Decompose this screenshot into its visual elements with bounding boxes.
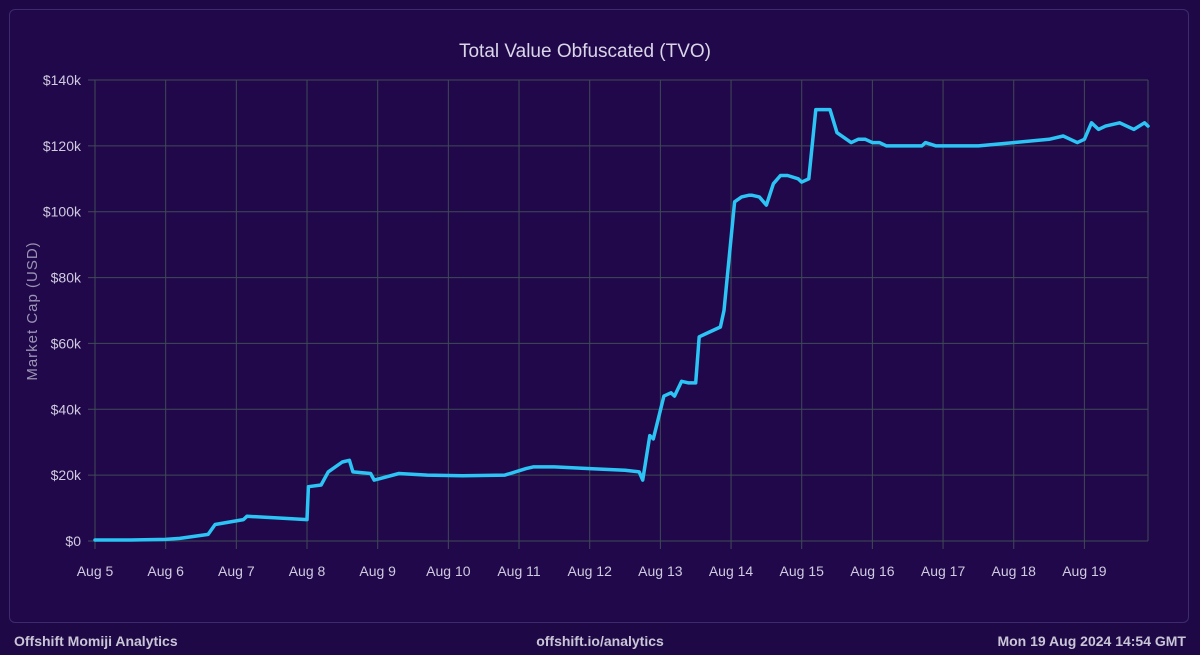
- chart-panel: [9, 9, 1189, 623]
- x-tick-label: Aug 13: [638, 563, 683, 579]
- y-tick-label: $120k: [43, 138, 82, 154]
- y-tick-label: $0: [65, 533, 81, 549]
- x-tick-label: Aug 16: [850, 563, 895, 579]
- y-axis-label: Market Cap (USD): [24, 241, 41, 380]
- x-tick-label: Aug 6: [147, 563, 184, 579]
- x-tick-label: Aug 5: [77, 563, 114, 579]
- x-tick-label: Aug 15: [780, 563, 825, 579]
- x-tick-label: Aug 17: [921, 563, 966, 579]
- x-tick-labels: Aug 5 Aug 6 Aug 7 Aug 8 Aug 9 Aug 10 Aug 11 Aug…: [77, 563, 1107, 579]
- chart-title: Total Value Obfuscated (TVO): [459, 41, 711, 62]
- x-tick-label: Aug 7: [218, 563, 255, 579]
- footer-bar: Offshift Momiji Analytics offshift.io/an…: [0, 627, 1200, 655]
- grid-lines: [88, 79, 1149, 549]
- y-tick-label: $80k: [51, 270, 82, 286]
- x-tick-label: Aug 8: [289, 563, 326, 579]
- x-tick-label: Aug 19: [1062, 563, 1107, 579]
- x-tick-label: Aug 18: [992, 563, 1037, 579]
- x-tick-label: Aug 11: [497, 563, 541, 579]
- x-tick-label: Aug 9: [359, 563, 396, 579]
- y-tick-label: $100k: [43, 204, 82, 220]
- series-line-tvo: [93, 107, 1150, 542]
- x-tick-label: Aug 12: [568, 563, 613, 579]
- y-tick-label: $40k: [51, 401, 82, 417]
- x-tick-label: Aug 10: [426, 563, 471, 579]
- y-tick-label: $20k: [51, 467, 82, 483]
- y-tick-label: $140k: [43, 72, 82, 88]
- footer-brand: Offshift Momiji Analytics: [14, 633, 178, 649]
- y-tick-labels: $0 $20k $40k $60k $80k $100k $120k $140k: [43, 72, 82, 549]
- footer-timestamp: Mon 19 Aug 2024 14:54 GMT: [997, 633, 1186, 649]
- y-tick-label: $60k: [51, 335, 82, 351]
- series-group: [93, 107, 1150, 542]
- footer-link[interactable]: offshift.io/analytics: [536, 633, 664, 649]
- x-tick-label: Aug 14: [709, 563, 754, 579]
- tvo-line-chart: Total Value Obfuscated (TVO) Market Cap …: [24, 41, 1150, 579]
